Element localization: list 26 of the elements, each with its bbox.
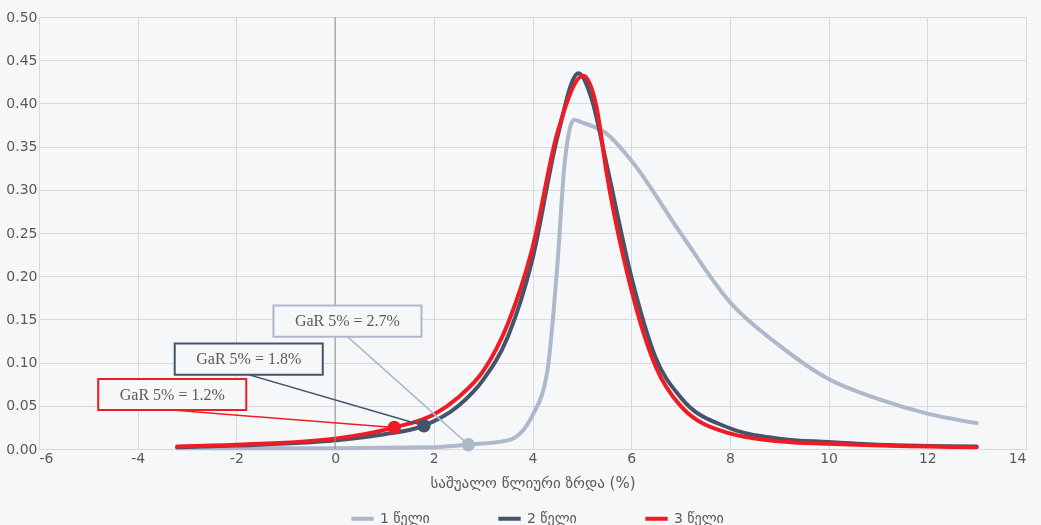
y-tick-label: 0.25 — [6, 224, 38, 241]
x-tick-label: -4 — [131, 449, 146, 466]
x-tick-label: 8 — [725, 449, 735, 466]
y-tick-label: 0.45 — [6, 51, 38, 68]
y-tick-label: 0.30 — [6, 181, 38, 198]
x-axis-title: საშუალო წლიური ზრდა (%) — [430, 473, 636, 492]
y-tick-label: 0.05 — [6, 397, 38, 414]
annotation: GaR 5% = 1.8% — [196, 350, 302, 368]
y-tick-label: 0.15 — [6, 310, 38, 327]
x-tick-label: 2 — [429, 449, 439, 466]
y-tick-label: 0.10 — [6, 354, 38, 371]
x-tick-label: 6 — [627, 449, 637, 466]
x-tick-label: 12 — [918, 449, 937, 466]
annotation: GaR 5% = 2.7% — [294, 312, 400, 330]
x-tick-label: 4 — [528, 449, 538, 466]
y-tick-label: 0.35 — [6, 138, 38, 155]
y-tick-label: 0.00 — [6, 440, 38, 457]
x-tick-label: 14 — [1008, 449, 1027, 466]
x-tick-label: 10 — [820, 449, 839, 466]
y-tick-label: 0.20 — [6, 267, 38, 284]
y-tick-label: 0.50 — [6, 8, 38, 25]
x-tick-label: -6 — [39, 449, 54, 466]
x-tick-label: 0 — [331, 449, 341, 466]
y-tick-label: 0.40 — [6, 94, 38, 111]
annotation: GaR 5% = 1.2% — [119, 385, 225, 403]
x-tick-label: -2 — [229, 449, 244, 466]
